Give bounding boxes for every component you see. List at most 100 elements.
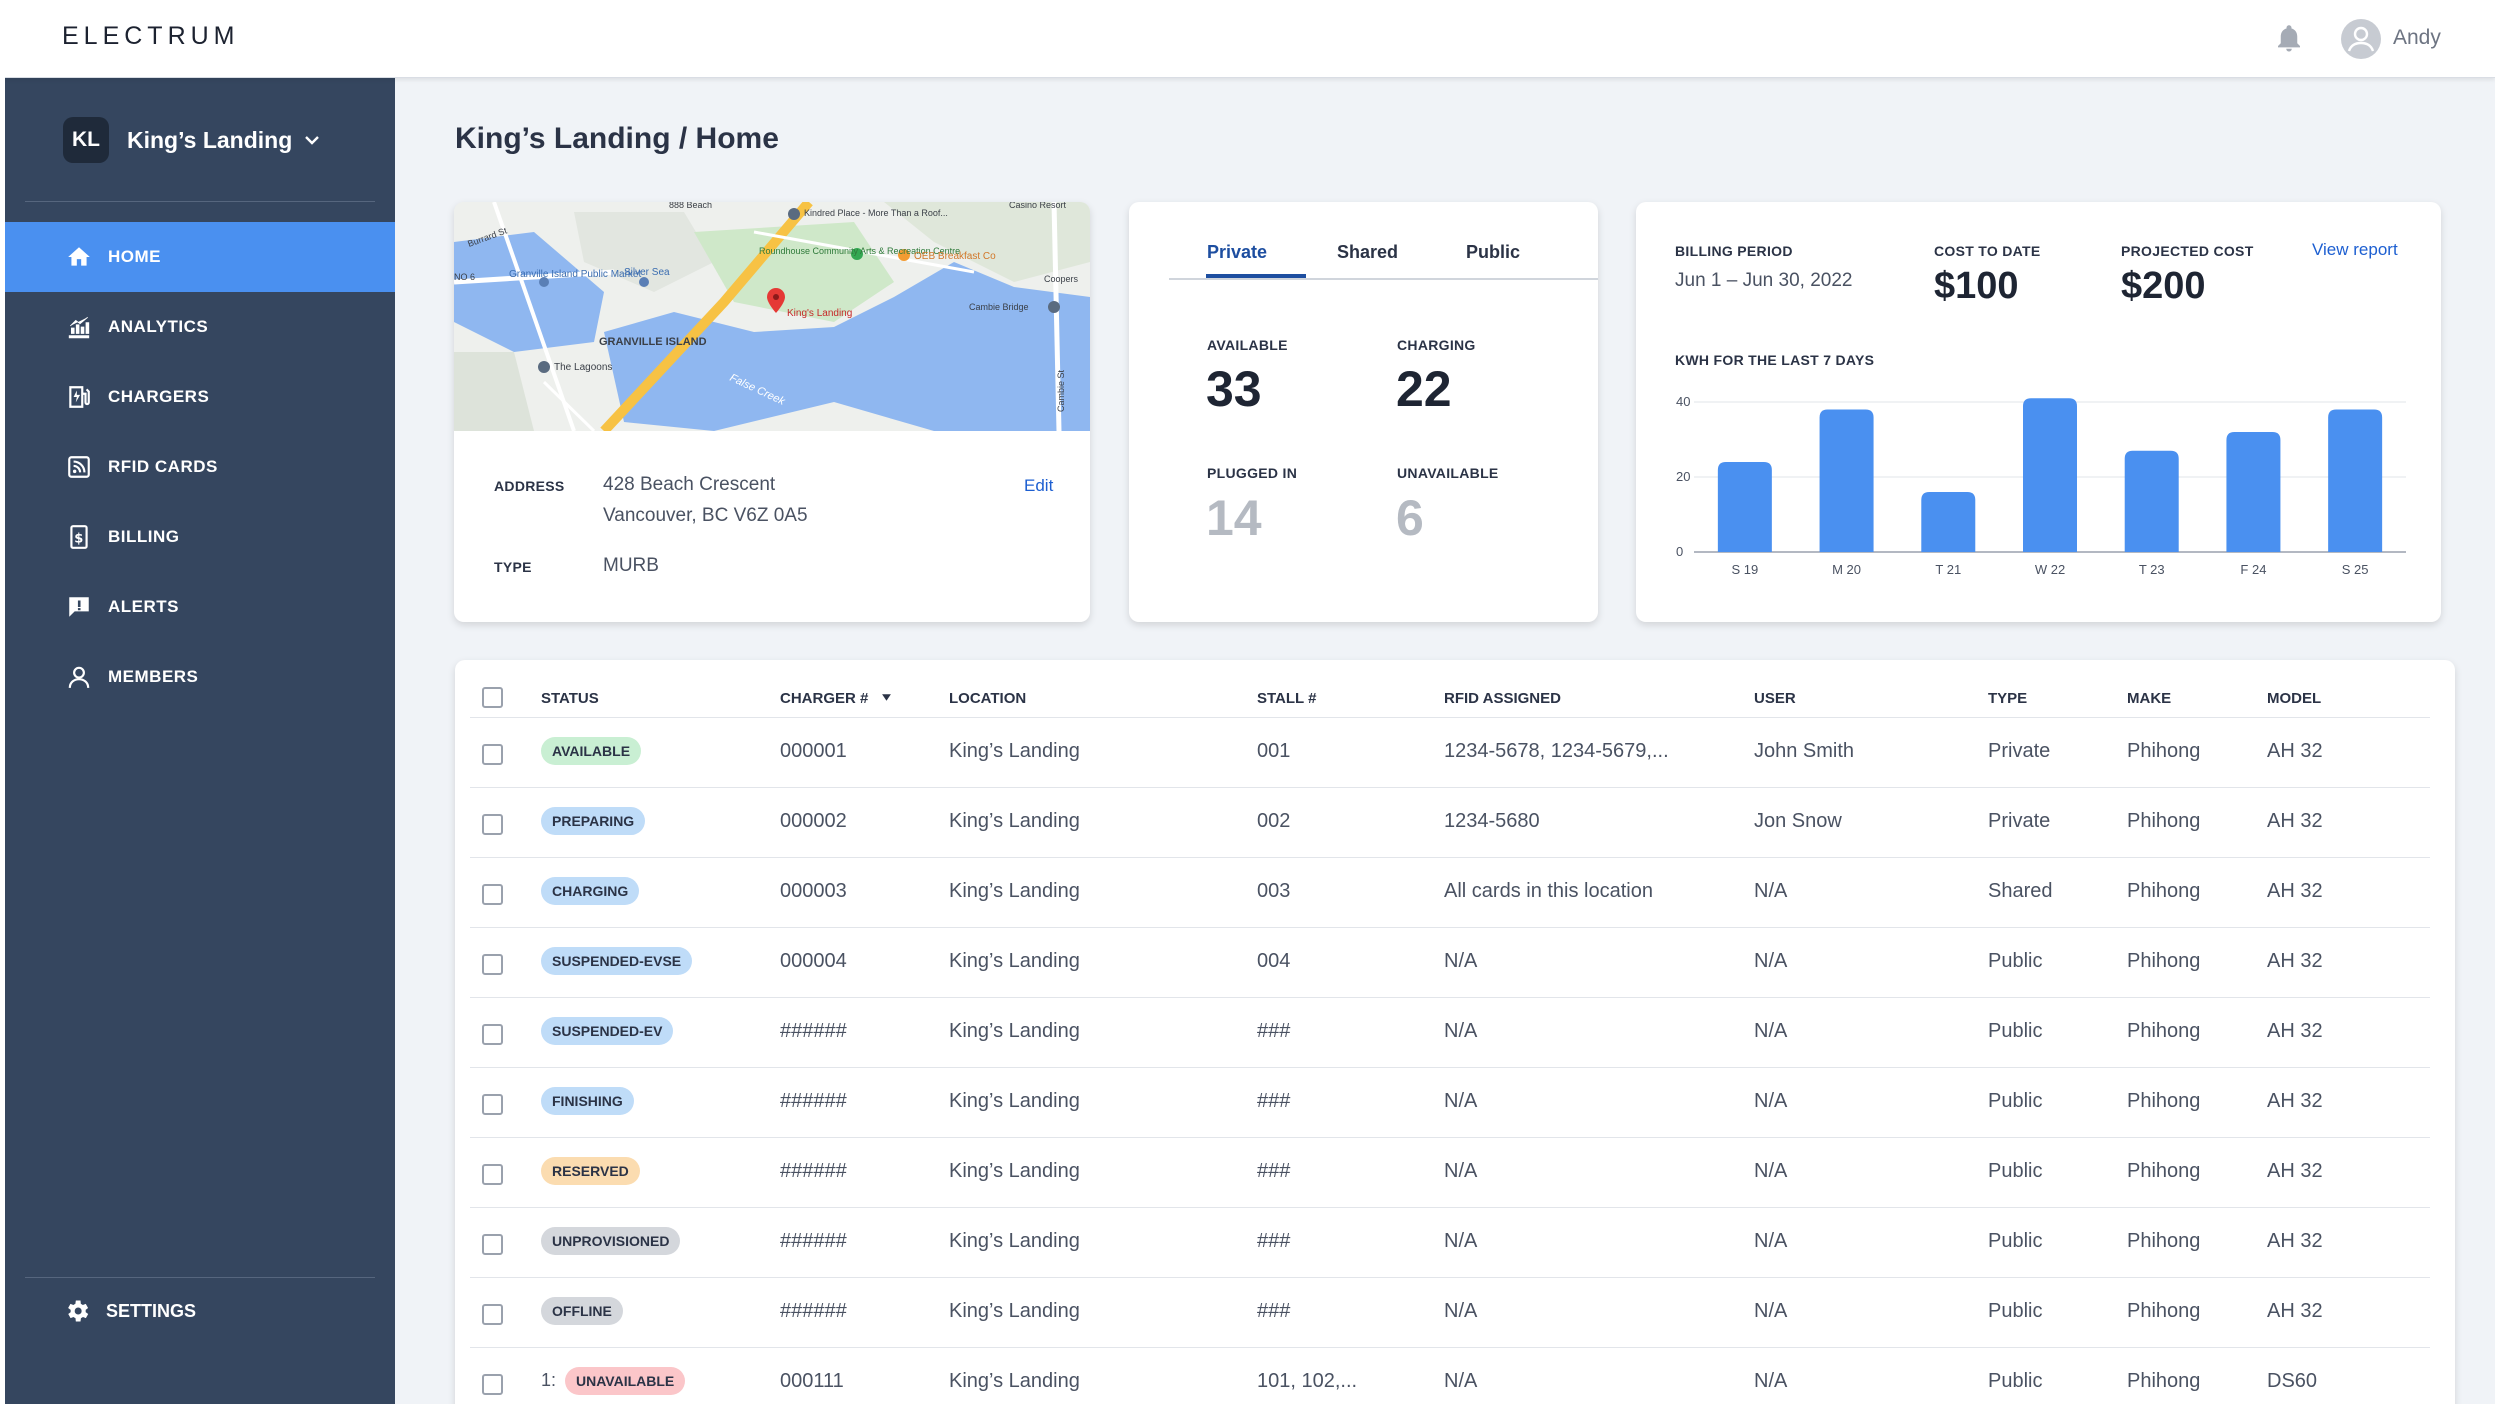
bell-icon[interactable] [2274, 24, 2304, 54]
chart-bar[interactable] [2328, 409, 2383, 553]
row-checkbox[interactable] [482, 814, 503, 835]
workspace-name: King’s Landing [127, 126, 293, 153]
chart-bar[interactable] [2124, 450, 2179, 552]
table-row[interactable]: RESERVED ###### King’s Landing ### N/A N/A Pub… [470, 1137, 2430, 1208]
row-checkbox[interactable] [482, 1304, 503, 1325]
tab-public[interactable]: Public [1466, 242, 1521, 262]
cell-stall: ### [1257, 1230, 1291, 1252]
row-checkbox[interactable] [482, 1024, 503, 1045]
rfid-icon [65, 453, 93, 481]
sidebar-item-members[interactable]: MEMBERS [5, 642, 395, 712]
row-checkbox[interactable] [482, 884, 503, 905]
sidebar-item-settings[interactable]: SETTINGS [63, 1297, 196, 1325]
sidebar-item-alerts[interactable]: ALERTS [5, 572, 395, 642]
alert-icon [65, 593, 93, 621]
edit-address-link[interactable]: Edit [1024, 476, 1054, 495]
cell-rfid: N/A [1444, 1370, 1478, 1392]
map-label: Cambie St [1056, 369, 1066, 412]
column-header-status[interactable]: STATUS [541, 690, 599, 707]
column-header-charger[interactable]: CHARGER # [780, 690, 892, 707]
row-checkbox[interactable] [482, 744, 503, 765]
sort-down-icon [881, 694, 891, 701]
cell-make: Phihong [2127, 1160, 2201, 1182]
tab-shared[interactable]: Shared [1337, 242, 1399, 262]
status-badge: PREPARING [541, 807, 646, 835]
sidebar-item-rfid-cards[interactable]: RFID CARDS [5, 432, 395, 502]
chart-bar[interactable] [2023, 398, 2077, 552]
table-row[interactable]: PREPARING 000002 King’s Landing 002 1234-568… [470, 787, 2430, 858]
table-row[interactable]: UNPROVISIONED ###### King’s Landing ### N/A N… [470, 1207, 2430, 1278]
sidebar-item-label: MEMBERS [108, 667, 199, 686]
status-badge: UNPROVISIONED [541, 1227, 681, 1255]
sidebar-item-label: ALERTS [108, 597, 179, 616]
sidebar-item-label: BILLING [108, 527, 180, 546]
avatar[interactable] [2341, 19, 2381, 59]
view-report-link[interactable]: View report [2312, 240, 2398, 259]
cell-model: AH 32 [2267, 810, 2323, 832]
cell-user: N/A [1754, 1020, 1788, 1042]
workspace-switcher[interactable]: KL King’s Landing [63, 117, 320, 163]
status-badge: UNAVAILABLE [565, 1367, 686, 1395]
column-header-location[interactable]: LOCATION [949, 690, 1027, 707]
y-tick-label: 0 [1676, 544, 1683, 559]
chart-bar[interactable] [1921, 492, 1976, 552]
cell-type: Public [1988, 1370, 2043, 1392]
status-badge: OFFLINE [541, 1297, 623, 1325]
column-header-type[interactable]: TYPE [1988, 690, 2028, 707]
type-label: TYPE [494, 559, 532, 575]
tab-private[interactable]: Private [1207, 242, 1268, 262]
chart-bar[interactable] [1819, 409, 1874, 553]
column-header-stall[interactable]: STALL # [1257, 690, 1317, 707]
table-row[interactable]: SUSPENDED-EV ###### King’s Landing ### N/A N/… [470, 997, 2430, 1068]
column-header-model[interactable]: MODEL [2267, 690, 2322, 707]
table-row[interactable]: CHARGING 000003 King’s Landing 003 All cards… [470, 857, 2430, 928]
map-label: OEB Breakfast Co [914, 251, 996, 262]
cell-user: Jon Snow [1754, 810, 1842, 832]
sidebar-divider [25, 201, 375, 202]
table-row[interactable]: AVAILABLE 000001 King’s Landing 001 1234-567… [470, 717, 2430, 788]
user-icon [2347, 26, 2375, 52]
app-logo[interactable]: ELECTRUM [62, 22, 240, 50]
cell-user: N/A [1754, 1230, 1788, 1252]
cell-rfid: All cards in this location [1444, 880, 1653, 902]
row-checkbox[interactable] [482, 1374, 503, 1395]
chargers-table: STATUS CHARGER # LOCATION STALL # RFID A… [455, 660, 2455, 1404]
table-row[interactable]: OFFLINE ###### King’s Landing ### N/A N/A Publ… [470, 1277, 2430, 1348]
row-checkbox[interactable] [482, 954, 503, 975]
location-card: Granville Island Public Market Silver Se… [454, 202, 1090, 622]
cell-rfid: 1234-5680 [1444, 810, 1540, 832]
column-header-rfid[interactable]: RFID ASSIGNED [1444, 690, 1561, 707]
column-header-make[interactable]: MAKE [2127, 690, 2172, 707]
sidebar-item-billing[interactable]: $ BILLING [5, 502, 395, 572]
sidebar-item-chargers[interactable]: CHARGERS [5, 362, 395, 432]
cell-model: AH 32 [2267, 1230, 2323, 1252]
row-checkbox[interactable] [482, 1234, 503, 1255]
table-row[interactable]: SUSPENDED-EVSE 000004 King’s Landing 004 N/A… [470, 927, 2430, 998]
cell-make: Phihong [2127, 1370, 2201, 1392]
chart-bar[interactable] [2226, 432, 2281, 552]
address-line-1: 428 Beach Crescent [603, 474, 776, 495]
map[interactable]: Granville Island Public Market Silver Se… [454, 202, 1090, 431]
cell-model: AH 32 [2267, 950, 2323, 972]
row-checkbox[interactable] [482, 1094, 503, 1115]
cell-make: Phihong [2127, 740, 2201, 762]
select-all-checkbox[interactable] [482, 687, 503, 708]
table-row[interactable]: 1: UNAVAILABLE 000111 King’s Landing 101, 10… [470, 1347, 2430, 1404]
cell-rfid: N/A [1444, 1160, 1478, 1182]
x-tick-label: F 24 [2240, 562, 2266, 577]
map-label: Silver Sea [624, 267, 670, 278]
settings-label: SETTINGS [106, 1300, 197, 1321]
sidebar-divider [25, 1277, 375, 1278]
cell-rfid: N/A [1444, 1230, 1478, 1252]
user-name[interactable]: Andy [2393, 26, 2441, 49]
sidebar-item-home[interactable]: HOME [5, 222, 395, 292]
unavailable-count: 6 [1396, 490, 1424, 546]
chart-bar[interactable] [1717, 462, 1772, 552]
table-row[interactable]: FINISHING ###### King’s Landing ### N/A N/A Pu… [470, 1067, 2430, 1138]
column-header-user[interactable]: USER [1754, 690, 1796, 707]
cell-location: King’s Landing [949, 1160, 1080, 1182]
sidebar-item-analytics[interactable]: ANALYTICS [5, 292, 395, 362]
analytics-icon [65, 313, 93, 341]
row-checkbox[interactable] [482, 1164, 503, 1185]
cell-make: Phihong [2127, 1230, 2201, 1252]
